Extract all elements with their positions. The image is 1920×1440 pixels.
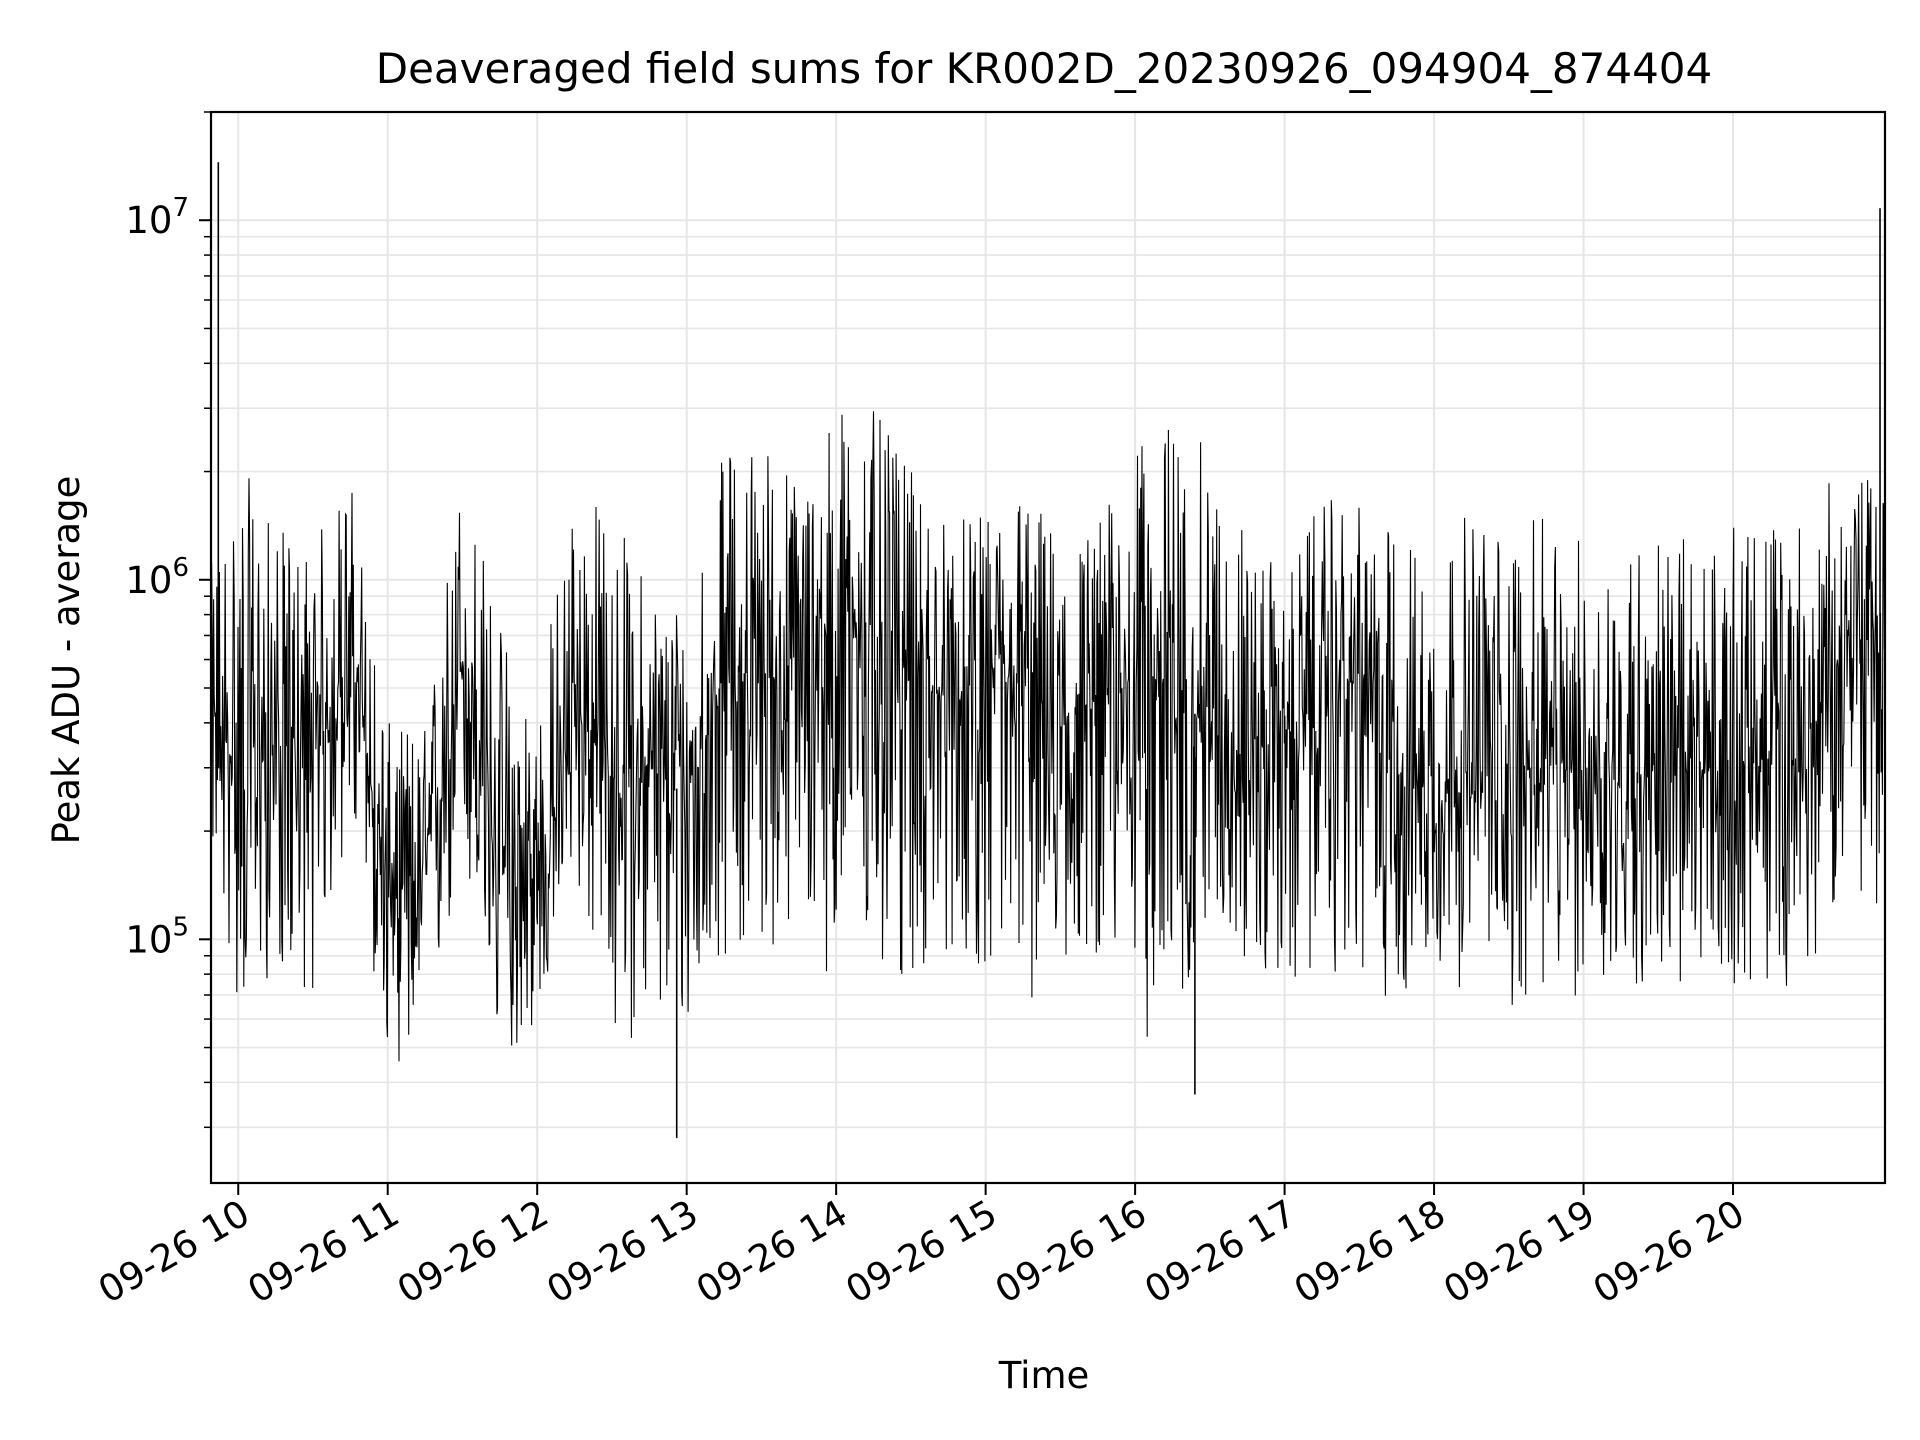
- x-tick-label: 09-26 16: [988, 1192, 1154, 1312]
- x-tick-label: 09-26 11: [241, 1192, 407, 1312]
- series-line: [210, 411, 1886, 1062]
- y-axis-label: Peak ADU - average: [45, 476, 88, 845]
- y-tick-label: 106: [125, 553, 189, 602]
- x-tick-label: 09-26 18: [1287, 1192, 1453, 1312]
- x-tick-label: 09-26 19: [1436, 1192, 1602, 1312]
- x-tick-label: 09-26 12: [390, 1192, 556, 1312]
- plot-frame: [209, 110, 1887, 1185]
- x-tick-label: 09-26 10: [91, 1192, 257, 1312]
- y-tick-label: 105: [125, 912, 189, 961]
- x-tick-label: 09-26 15: [839, 1192, 1005, 1312]
- x-tick-label: 09-26 20: [1586, 1192, 1752, 1312]
- x-tick-label: 09-26 14: [689, 1192, 855, 1312]
- x-tick-label: 09-26 17: [1138, 1192, 1304, 1312]
- x-axis-label: Time: [998, 1354, 1090, 1397]
- chart-title: Deaveraged field sums for KR002D_2023092…: [376, 44, 1713, 93]
- y-tick-label: 107: [125, 193, 189, 242]
- x-tick-label: 09-26 13: [540, 1192, 706, 1312]
- data-series: [210, 162, 1886, 1139]
